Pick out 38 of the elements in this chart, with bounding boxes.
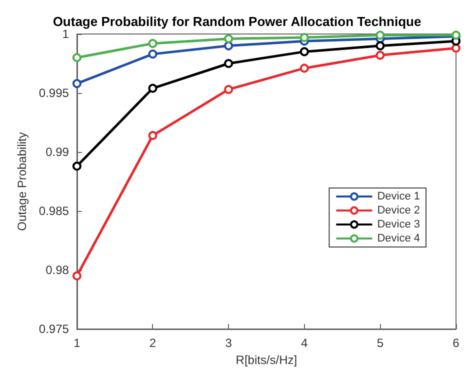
point (300, 64, 309, 73)
point (148, 50, 158, 59)
point (72, 79, 82, 88)
legend-label: Device 2 (377, 204, 420, 216)
point (72, 162, 82, 171)
point (148, 38, 158, 48)
y-tick-label: 0.98 (46, 263, 70, 277)
point (72, 53, 82, 62)
y-tick-label: 0.99 (46, 145, 70, 159)
x-axis-title: R[bits/s/Hz] (236, 352, 298, 367)
point (224, 84, 234, 94)
x-tick-label: 3 (225, 336, 232, 350)
y-tick-label: 0.995 (38, 86, 70, 100)
legend-label: Device 1 (377, 190, 420, 202)
y-tick-label: 1 (62, 27, 70, 41)
legend-label: Device 4 (377, 232, 420, 244)
point (300, 47, 309, 56)
x-tick-label: 5 (376, 336, 384, 350)
point (224, 34, 234, 44)
y-tick-label: 0.975 (38, 322, 70, 336)
point (224, 41, 234, 50)
point (148, 130, 158, 140)
point (376, 50, 385, 60)
point (224, 59, 234, 68)
chart-title: Outage Probability for Random Power Allocation Technique (52, 14, 422, 29)
point (300, 33, 309, 42)
x-tick-label: 4 (301, 336, 308, 350)
x-tick-label: 1 (74, 336, 81, 350)
point (72, 271, 82, 280)
x-tick-label: 6 (452, 336, 460, 350)
y-tick-label: 0.985 (38, 204, 70, 218)
point (376, 30, 385, 40)
point (452, 44, 460, 53)
point (376, 41, 385, 50)
point (148, 84, 158, 93)
y-axis-title: Outage Probability (15, 132, 29, 231)
x-tick-label: 2 (149, 336, 156, 350)
legend-label: Device 3 (377, 218, 420, 230)
